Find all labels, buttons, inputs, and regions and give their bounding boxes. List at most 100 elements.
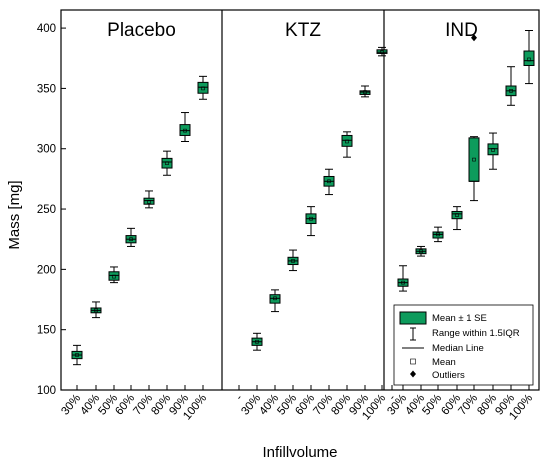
se-box [341,134,353,147]
x-tick-label: 80% [149,392,173,417]
y-tick-label: 100 [37,385,56,397]
box-group [397,265,409,292]
mean-marker [129,237,133,242]
box-group [523,30,535,85]
mean-marker [527,57,531,62]
box-group [125,227,137,247]
outlier-marker [471,34,477,42]
se-box [376,49,388,54]
box-group [197,75,209,100]
x-tick-label: 50% [275,392,299,417]
box-group [143,190,155,209]
box-group [341,131,353,158]
se-box [197,81,209,94]
box-group [71,344,83,366]
y-axis-title: Mass [mg] [6,180,23,249]
se-box [487,143,499,156]
box-group [287,249,299,272]
box-group [415,245,427,257]
legend-label: Mean ± 1 SE [432,313,487,324]
y-tick-label: 350 [37,83,56,95]
mean-marker [291,259,295,263]
se-box [432,231,444,239]
x-tick-label: 50% [420,392,444,417]
x-tick-label: 60% [113,392,137,417]
y-tick-label: 150 [37,325,56,337]
legend-mean-symbol [410,358,416,365]
mean-marker [94,308,98,313]
box-group [376,46,388,57]
box-group [432,226,444,243]
se-box [161,157,173,169]
mean-marker [509,89,513,93]
box-group [505,66,517,106]
panel-title: Placebo [107,20,176,41]
mean-marker [472,157,476,162]
box-group [487,132,499,170]
mean-marker [165,161,169,166]
x-tick-label: 70% [456,392,480,417]
box-group [161,150,173,176]
y-tick-label: 400 [37,23,56,35]
mean-marker [380,50,384,55]
mean-marker [327,179,331,184]
legend-label: Range within 1.5IQR [432,328,520,339]
mean-marker [363,90,367,94]
mean-marker [455,213,459,217]
box-group [305,206,317,237]
x-tick-label: 60% [293,392,317,417]
x-tick-label: 70% [311,392,335,417]
x-tick-label: 40% [257,392,281,417]
box-group [251,332,263,351]
box-group [359,85,371,98]
box-group [269,289,281,313]
legend: Mean ± 1 SE Range within 1.5IQR Median Lin… [393,304,534,386]
mean-marker [419,249,423,254]
mean-marker [436,232,440,237]
mean-marker [183,128,187,133]
mean-marker [75,353,79,357]
panel-title: KTZ [285,20,321,41]
legend-outlier-symbol [410,370,416,378]
mean-marker [401,280,405,285]
mean-marker [345,139,349,144]
y-tick-label: 250 [37,204,56,216]
se-box [269,294,281,304]
x-tick-label: 30% [59,392,83,417]
box-group [451,206,463,231]
mean-marker [201,86,205,91]
y-tick-label: 300 [37,144,56,156]
box-group [323,168,335,196]
se-box [359,90,371,95]
x-tick-label: 80% [475,392,499,417]
se-box [468,137,480,182]
x-tick-label: 80% [329,392,353,417]
legend-label: Median Line [432,343,484,354]
panel-title: IND [445,20,478,41]
x-tick-label: - [234,392,246,403]
se-box [143,197,155,205]
mean-marker [255,339,259,344]
plot-frame [60,9,540,391]
x-axis-title: Infillvolume [262,444,337,461]
se-box [179,124,191,136]
box-group [108,266,120,284]
box-group [468,34,480,202]
legend-box-symbol [399,311,427,325]
mean-marker [273,296,277,301]
x-tick-label: 40% [78,392,102,417]
legend-label: Mean [432,357,456,368]
mean-marker [309,216,313,221]
mean-marker [491,148,495,152]
x-tick-label: 30% [239,392,263,417]
y-tick-label: 200 [37,264,56,276]
x-tick-label: - [387,392,399,403]
box-group [179,112,191,142]
box-group [90,301,102,319]
se-box [451,210,463,220]
mean-marker [112,274,116,279]
legend-label: Outliers [432,370,465,381]
x-tick-label: 70% [131,392,155,417]
